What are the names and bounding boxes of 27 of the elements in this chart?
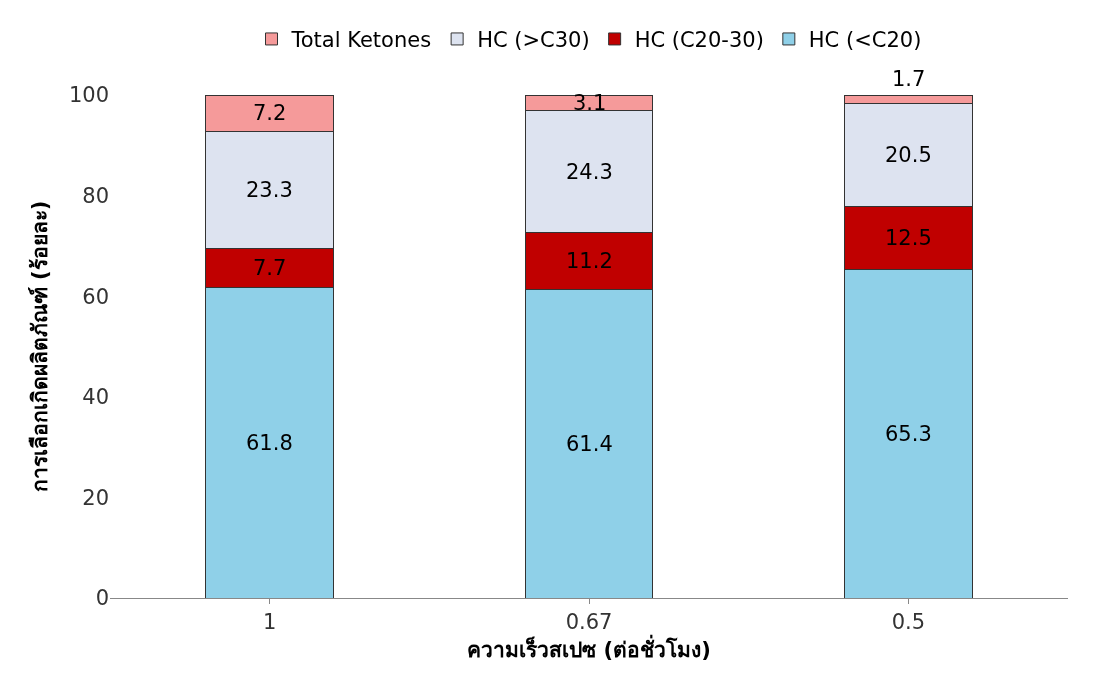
- data-label: 20.5: [885, 143, 932, 167]
- data-label: 61.8: [246, 431, 293, 455]
- y-tick-label: 100: [68, 83, 109, 108]
- x-tick-label: 0.67: [565, 610, 613, 635]
- y-tick-label: 60: [82, 284, 109, 309]
- data-label: 1.7: [892, 67, 926, 91]
- y-tick-label: 40: [82, 385, 109, 410]
- y-tick-label: 20: [82, 485, 109, 510]
- data-label: 65.3: [885, 422, 932, 446]
- x-tick-label: 0.5: [891, 610, 926, 635]
- legend-label: HC (C20-30): [634, 28, 764, 53]
- data-label: 24.3: [566, 160, 613, 184]
- data-label: 11.2: [566, 249, 613, 273]
- y-tick-label: 80: [82, 183, 109, 208]
- legend-label: HC (>C30): [477, 28, 590, 53]
- y-axis-title: การเลือกเกิดผลิตภัณฑ์ (ร้อยละ): [28, 200, 53, 493]
- legend-label: Total Ketones: [290, 28, 432, 53]
- data-label: 3.1: [573, 91, 607, 115]
- x-tick-label: 1: [262, 610, 277, 635]
- data-label: 61.4: [566, 432, 613, 456]
- y-tick-label: 0: [95, 586, 109, 611]
- x-axis-title: ความเร็วสเปซ (ต่อชั่วโมง): [467, 634, 711, 663]
- data-label: 12.5: [885, 226, 932, 250]
- data-label: 7.2: [253, 101, 287, 125]
- data-label: 7.7: [253, 256, 287, 280]
- legend-label: HC (<C20): [808, 28, 922, 53]
- data-label: 23.3: [246, 178, 293, 202]
